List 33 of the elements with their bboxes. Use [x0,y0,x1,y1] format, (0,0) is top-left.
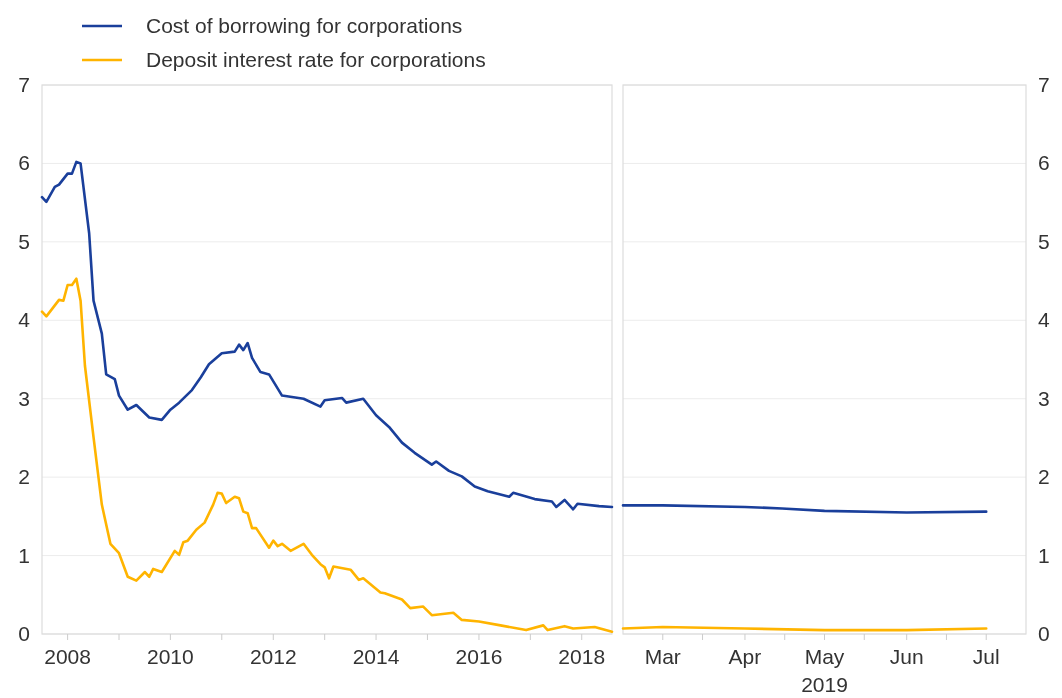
x-tick-label: 2014 [352,645,400,668]
y2-tick-label: 2 [1038,465,1050,489]
y2-tick-label: 7 [1038,73,1050,96]
x-tick-label: 2008 [44,645,91,668]
y2-tick-label: 5 [1038,229,1050,253]
x-tick-label: 2010 [147,645,194,668]
y-tick-label: 2 [18,465,30,489]
y2-tick-label: 3 [1038,386,1050,410]
x-tick-label: Jul [972,645,1000,668]
y2-tick-label: 0 [1038,622,1050,645]
y-tick-label: 6 [18,151,30,175]
line-series [40,277,614,633]
x-tick-label: 2018 [558,645,606,668]
legend-label: Deposit interest rate for corporations [146,48,486,71]
legend-label: Cost of borrowing for corporations [146,14,463,37]
y2-tick-label: 4 [1038,308,1050,332]
y-tick-label: 4 [18,308,31,332]
y-tick-label: 1 [18,543,30,567]
x-tick-label: 2012 [249,645,297,668]
y-tick-label: 0 [18,622,30,645]
y-tick-label: 3 [18,386,30,410]
x-tick-label: Apr [728,645,762,668]
y-tick-label: 7 [18,73,30,96]
y-tick-label: 5 [18,229,30,253]
line-series [40,160,614,511]
y2-tick-label: 1 [1038,543,1050,567]
x-axis-title: 2019 [801,673,848,696]
x-tick-label: 2016 [455,645,503,668]
x-tick-label: Jun [889,645,924,668]
y2-tick-label: 6 [1038,151,1050,175]
x-tick-label: May [804,645,845,668]
line-series [621,504,988,514]
x-tick-label: Mar [644,645,681,668]
